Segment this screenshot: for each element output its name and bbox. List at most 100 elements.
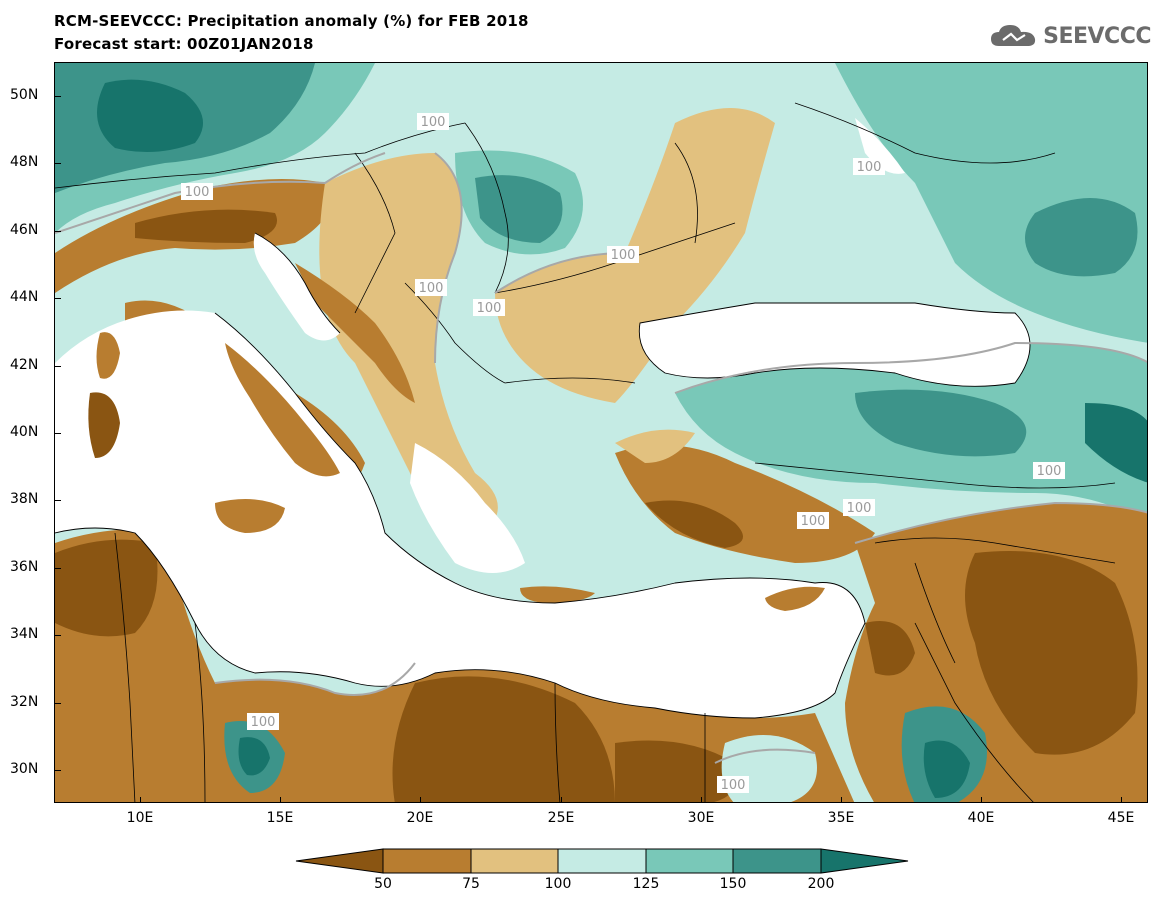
contour-label: 100 [185, 185, 210, 200]
contour-label: 100 [611, 248, 636, 263]
dry-strong-tunisia [55, 539, 158, 637]
dry-strong-iraq [965, 551, 1138, 755]
lat-label: 44N [10, 289, 39, 305]
colorbar-label: 150 [719, 876, 747, 892]
logo-text: SEEVCCC [1043, 23, 1151, 49]
lat-tick [54, 96, 61, 97]
contour-label-box [181, 183, 213, 200]
colorbar [295, 848, 909, 874]
lat-tick [54, 770, 61, 771]
wet-extreme-caucasus [1085, 403, 1147, 483]
contour-label: 100 [1037, 464, 1062, 479]
lon-label: 30E [687, 810, 715, 826]
lat-tick [54, 433, 61, 434]
contour-label: 100 [477, 301, 502, 316]
contour-label: 100 [801, 514, 826, 529]
colorbar-segment-below-50 [295, 848, 384, 874]
dry-strong-libya [392, 676, 615, 802]
sea-adriatic [253, 233, 340, 341]
lon-label: 20E [406, 810, 434, 826]
contour-label-box [853, 158, 885, 175]
lat-label: 42N [10, 357, 39, 373]
colorbar-segment-50-75 [382, 848, 472, 874]
dry-strong-egypt [615, 740, 737, 802]
anomaly-map: 100 100 100 100 100 100 100 100 100 100 … [55, 63, 1147, 802]
lat-label: 46N [10, 222, 39, 238]
contour-label-box [797, 512, 829, 529]
lat-tick [54, 163, 61, 164]
dry-strong-levant [865, 621, 915, 676]
sea-black-sea [639, 303, 1030, 387]
lat-label: 30N [10, 761, 39, 777]
contour-lines-100 [55, 152, 1147, 764]
lat-tick [54, 298, 61, 299]
sea-mediterranean [55, 310, 865, 718]
contour-label: 100 [721, 778, 746, 793]
colorbar-segment-125-150 [645, 848, 734, 874]
wet-strong-anatolia [855, 389, 1027, 457]
sea-aegean [410, 443, 525, 573]
dry-strong-anatolia [645, 500, 743, 548]
lon-label: 45E [1107, 810, 1135, 826]
lon-tick [1121, 797, 1122, 803]
colorbar-label: 125 [632, 876, 660, 892]
lat-tick [54, 703, 61, 704]
lon-tick [841, 797, 842, 803]
contour-label: 100 [421, 115, 446, 130]
dry-light-balkans [319, 153, 498, 533]
lat-tick [54, 500, 61, 501]
lon-tick [420, 797, 421, 803]
lon-label: 40E [967, 810, 995, 826]
wet-extreme-libya-west [238, 737, 270, 776]
contour-label-box [843, 499, 875, 516]
island-sardinia [88, 392, 120, 458]
lon-label: 15E [266, 810, 294, 826]
lat-tick [54, 635, 61, 636]
contour-label: 100 [419, 281, 444, 296]
colorbar-segment-above-200 [820, 848, 909, 874]
lon-tick [280, 797, 281, 803]
contour-label-box [247, 713, 279, 730]
lat-tick [54, 366, 61, 367]
lon-label: 35E [827, 810, 855, 826]
lat-tick [54, 568, 61, 569]
island-crete [520, 586, 595, 603]
island-cyprus [765, 586, 825, 611]
lat-label: 50N [10, 87, 39, 103]
contour-label-group: 100 100 100 100 100 100 100 100 100 100 … [181, 113, 1065, 793]
contour-label: 100 [251, 715, 276, 730]
contour-label: 100 [847, 501, 872, 516]
colorbar-label: 50 [374, 876, 392, 892]
cloud-icon [991, 25, 1036, 46]
lat-label: 36N [10, 559, 39, 575]
lon-tick [140, 797, 141, 803]
contour-label-box [717, 776, 749, 793]
lon-tick [981, 797, 982, 803]
colorbar-segment-100-125 [557, 848, 647, 874]
contour-label: 100 [857, 160, 882, 175]
lon-label: 25E [547, 810, 575, 826]
reservoir-dnieper [855, 118, 905, 174]
lat-tick [54, 231, 61, 232]
contour-label-box [417, 113, 449, 130]
lon-label: 10E [126, 810, 154, 826]
lon-tick [701, 797, 702, 803]
contour-label-box [607, 246, 639, 263]
colorbar-segment-75-100 [470, 848, 559, 874]
dry-anatolia-south [615, 445, 875, 563]
wet-extreme-region-nw [97, 79, 203, 152]
colorbar-label: 75 [462, 876, 480, 892]
contour-label-box [415, 279, 447, 296]
dry-adriatic-coast [295, 263, 415, 403]
map-panel: 100 100 100 100 100 100 100 100 100 100 … [54, 62, 1148, 803]
lon-tick [561, 797, 562, 803]
land-italy-peninsula [225, 343, 340, 477]
colorbar-segment-150-200 [732, 848, 822, 874]
lat-label: 32N [10, 694, 39, 710]
lat-label: 48N [10, 154, 39, 170]
country-borders [55, 102, 1116, 802]
lat-label: 34N [10, 626, 39, 642]
wet-strong-carpathians [475, 175, 563, 243]
dry-strong-alps [135, 209, 277, 243]
wet-extreme-sinai [923, 740, 970, 798]
